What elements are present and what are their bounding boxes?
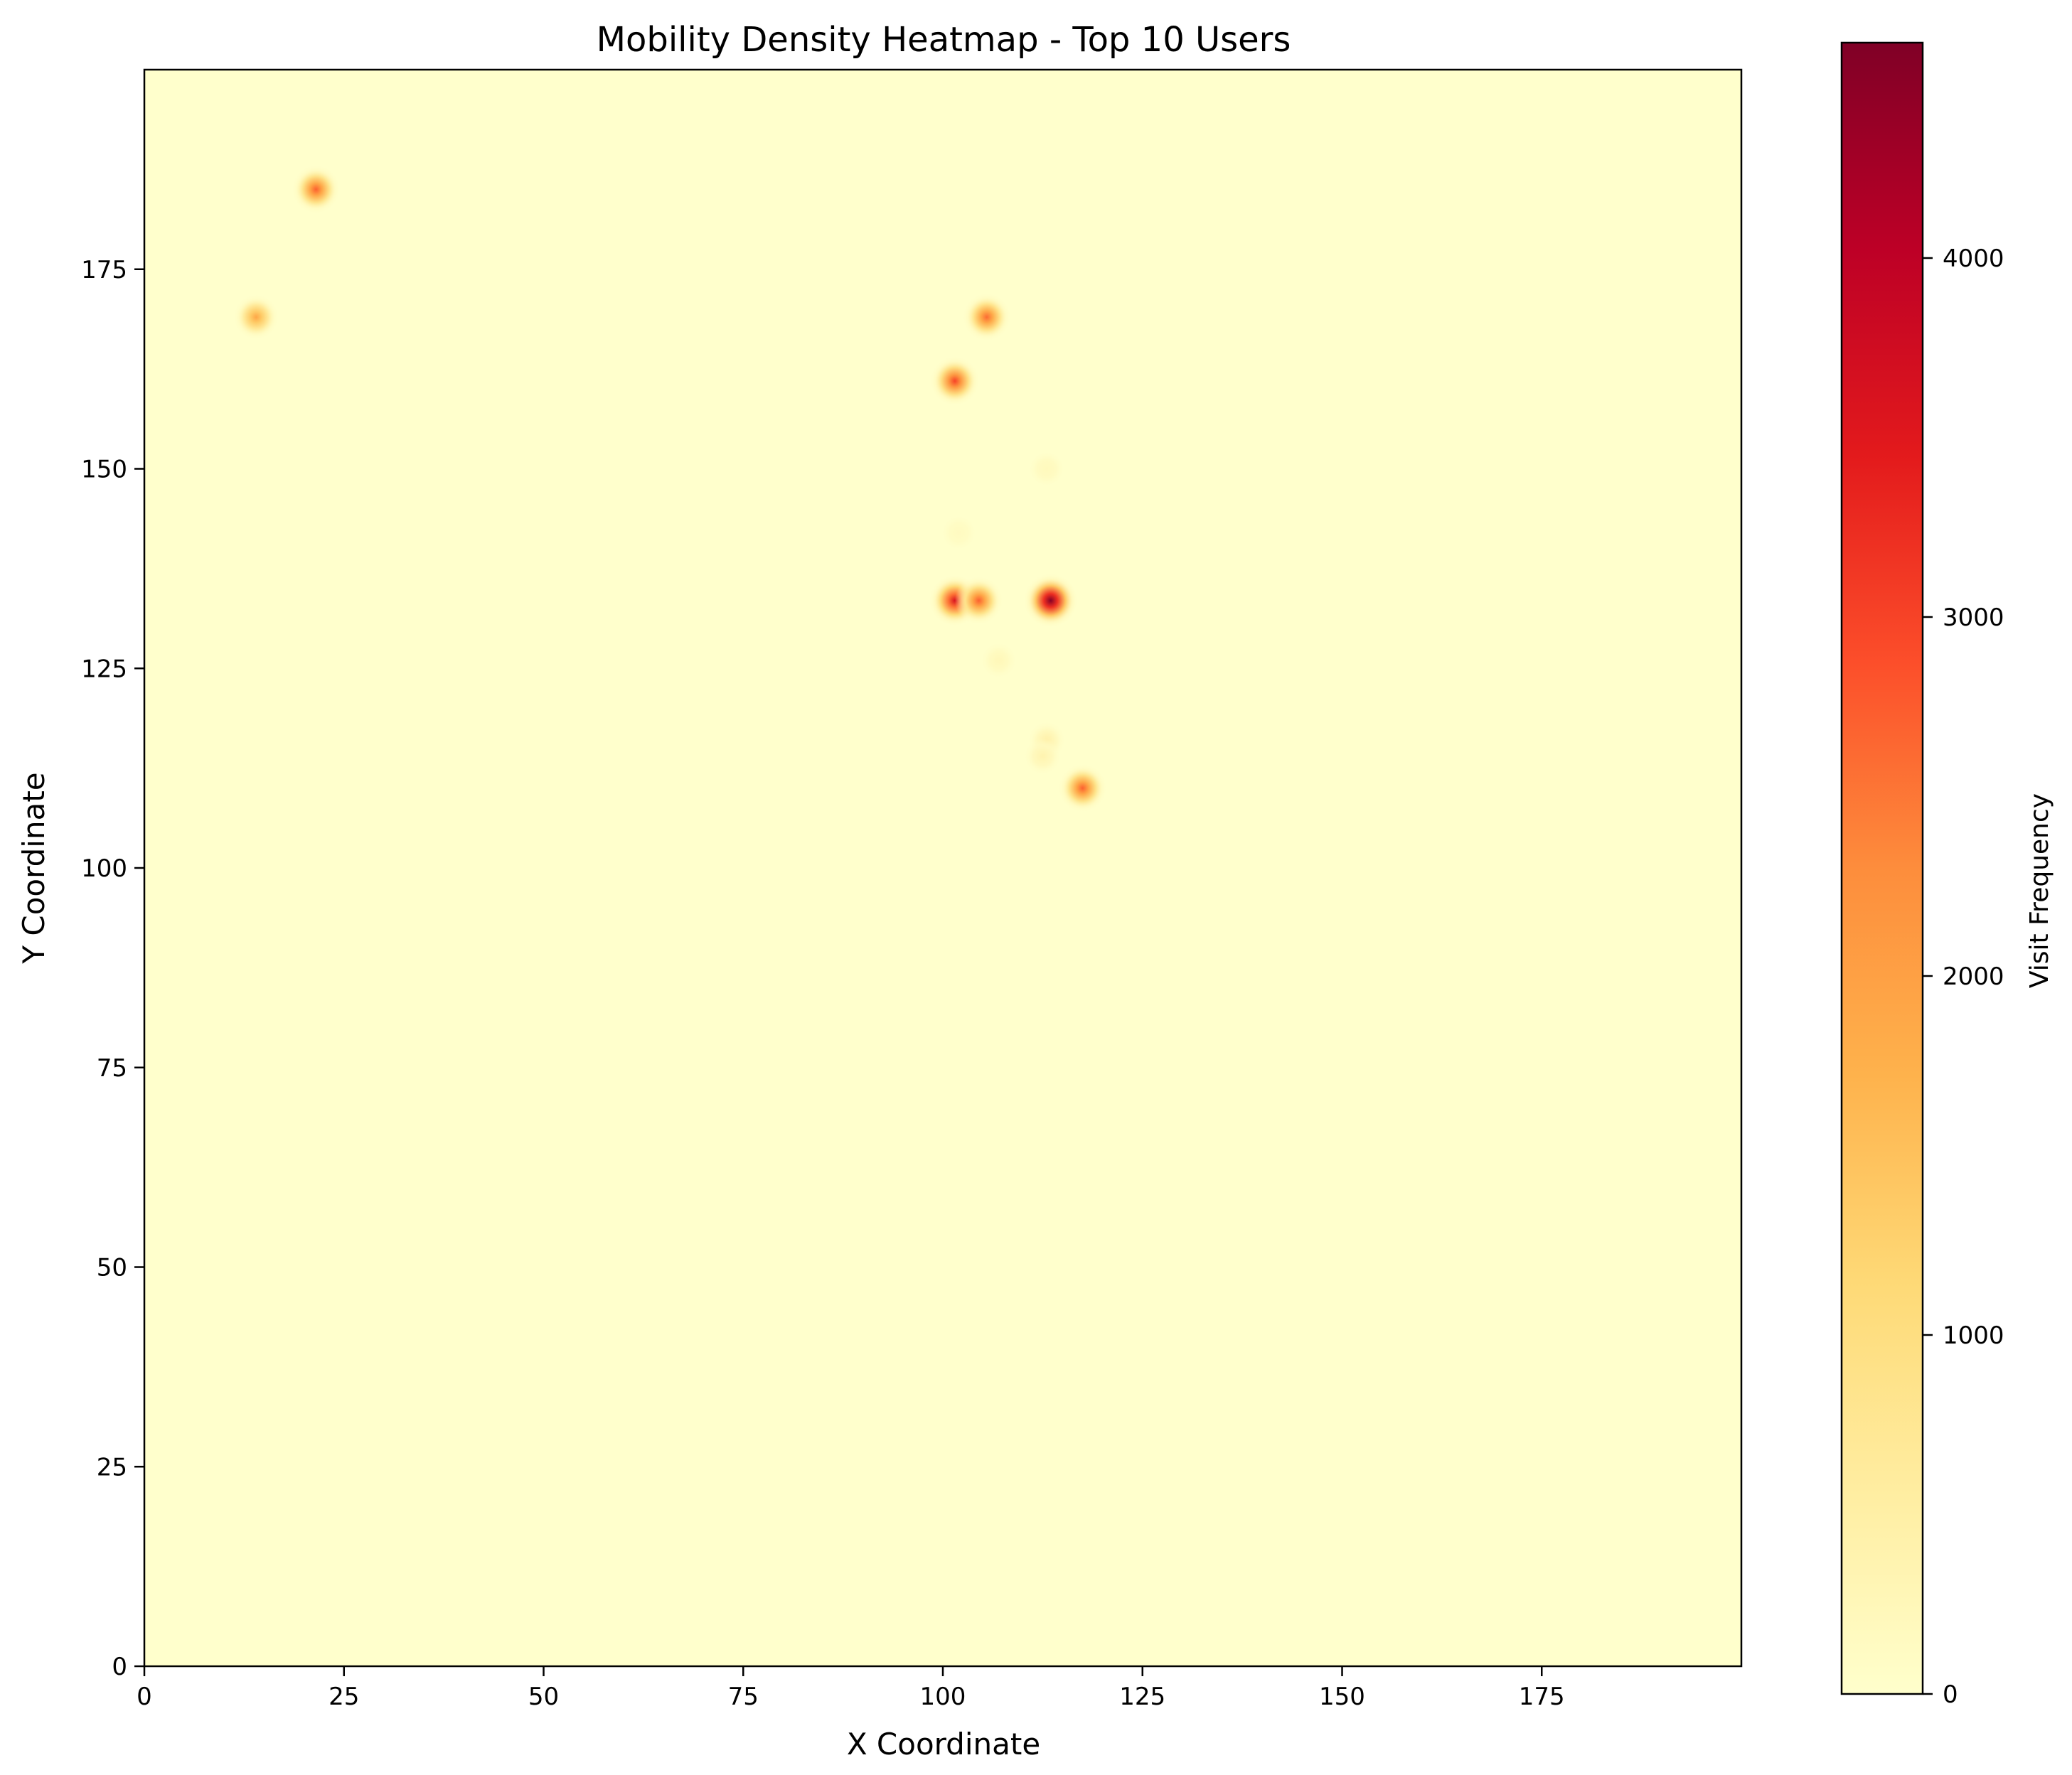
hotspot — [1025, 738, 1061, 774]
y-tick-label: 75 — [97, 1054, 127, 1083]
y-tick-label: 50 — [97, 1254, 127, 1282]
colorbar-tick-label: 0 — [1943, 1680, 1958, 1709]
hotspot — [233, 294, 279, 340]
x-tick-label: 175 — [1519, 1683, 1565, 1711]
colorbar-tick-label: 1000 — [1943, 1321, 2004, 1350]
colorbar-tick-label: 2000 — [1943, 962, 2004, 991]
colorbar-tick-label: 3000 — [1943, 604, 2004, 632]
hotspot — [963, 293, 1011, 341]
hotspot — [942, 516, 976, 549]
colorbar — [1840, 41, 1924, 1695]
x-tick-label: 50 — [528, 1683, 559, 1711]
y-tick-label: 150 — [81, 456, 127, 484]
colorbar-tick-label: 4000 — [1943, 245, 2004, 273]
plot-area — [144, 70, 1741, 1666]
hotspot — [292, 165, 341, 214]
heatmap-background — [144, 70, 1741, 1666]
hotspot-layer — [233, 165, 1107, 813]
hotspot — [954, 577, 1003, 625]
y-tick-label: 25 — [97, 1453, 127, 1481]
hotspot — [1030, 451, 1064, 486]
y-axis-label: Y Coordinate — [16, 772, 51, 964]
x-tick-label: 0 — [137, 1683, 152, 1711]
chart-title: Mobility Density Heatmap - Top 10 Users — [597, 20, 1291, 60]
hotspot — [1058, 763, 1107, 813]
x-tick-label: 25 — [329, 1683, 359, 1711]
x-tick-label: 100 — [920, 1683, 966, 1711]
x-axis-ticks: 0 25 50 75 100 125 150 175 — [137, 1666, 1565, 1711]
y-tick-label: 125 — [81, 655, 127, 683]
x-tick-label: 150 — [1319, 1683, 1365, 1711]
x-tick-label: 125 — [1119, 1683, 1165, 1711]
colorbar-label: Visit Frequency — [2025, 793, 2054, 988]
x-axis-label: X Coordinate — [847, 1727, 1040, 1761]
hotspot — [1023, 573, 1078, 628]
x-tick-label: 75 — [728, 1683, 759, 1711]
colorbar-ticks: 0 1000 2000 3000 4000 — [1923, 245, 2004, 1709]
y-tick-label: 0 — [112, 1653, 127, 1681]
y-tick-label: 100 — [81, 854, 127, 883]
y-axis-ticks: 0 25 50 75 100 125 150 175 — [81, 256, 144, 1681]
y-tick-label: 175 — [81, 256, 127, 284]
hotspot — [930, 356, 980, 406]
hotspot — [981, 643, 1016, 678]
